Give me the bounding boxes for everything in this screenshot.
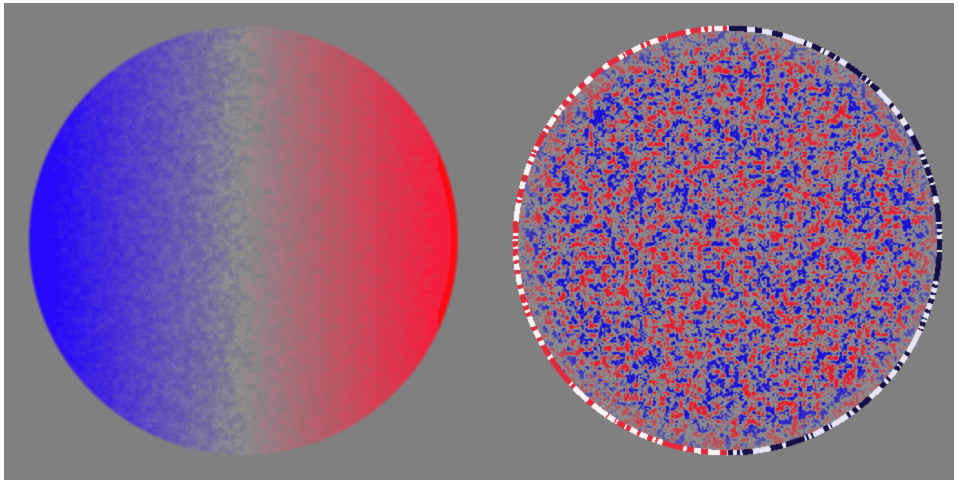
solar-dopplergram-pair <box>4 3 954 480</box>
image-frame <box>4 3 954 480</box>
